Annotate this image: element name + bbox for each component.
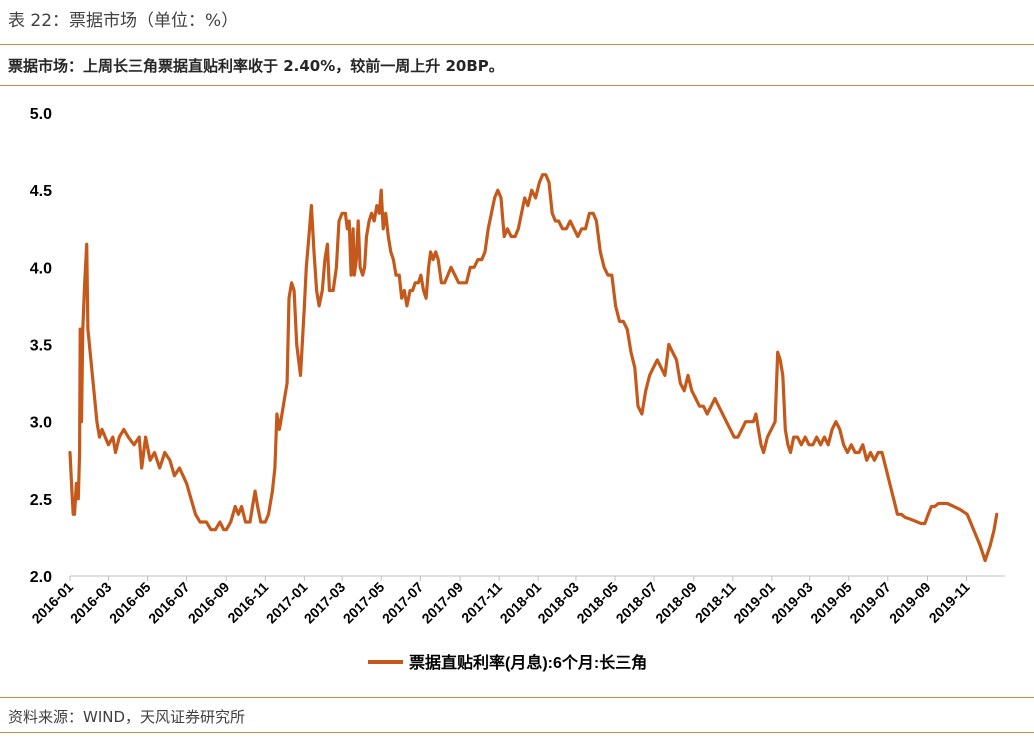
y-axis: 2.0 2.5 3.0 3.5 4.0 4.5 5.0 bbox=[30, 106, 52, 586]
series-layer bbox=[68, 173, 999, 563]
x-tick-label: 2016-11 bbox=[224, 579, 271, 626]
legend-label: 票据直贴利率(月息):6个月:长三角 bbox=[409, 653, 647, 672]
x-tick-label: 2017-05 bbox=[340, 579, 388, 627]
x-tick-label: 2016-05 bbox=[106, 579, 154, 627]
y-tick-label: 2.5 bbox=[30, 492, 52, 509]
x-tick-label: 2017-07 bbox=[379, 579, 427, 627]
subtitle-divider bbox=[0, 85, 1034, 86]
chart-subtitle: 票据市场：上周长三角票据直贴利率收于 2.40%，较前一周上升 20BP。 bbox=[8, 57, 504, 75]
x-tick-label: 2018-05 bbox=[573, 579, 621, 627]
y-tick-label: 2.0 bbox=[30, 569, 52, 586]
line-chart: 2.0 2.5 3.0 3.5 4.0 4.5 5.0 2016-012016-032016… bbox=[28, 106, 1005, 672]
x-tick-label: 2017-09 bbox=[418, 579, 466, 627]
x-tick-label: 2018-07 bbox=[613, 579, 661, 627]
x-tick-label: 2016-09 bbox=[185, 579, 233, 627]
x-tick-label: 2018-11 bbox=[692, 579, 739, 626]
x-tick-label: 2019-11 bbox=[926, 579, 973, 626]
y-tick-label: 5.0 bbox=[30, 106, 52, 123]
y-tick-label: 4.0 bbox=[30, 260, 52, 277]
source-divider-top bbox=[0, 697, 1034, 698]
x-tick-label: 2016-03 bbox=[67, 579, 115, 627]
x-tick-label: 2019-07 bbox=[846, 579, 894, 627]
x-tick-label: 2019-05 bbox=[807, 579, 855, 627]
x-tick-label: 2016-07 bbox=[145, 579, 193, 627]
x-tick-label: 2019-09 bbox=[886, 579, 934, 627]
chart-legend: 票据直贴利率(月息):6个月:长三角 bbox=[368, 653, 647, 672]
y-tick-label: 3.5 bbox=[30, 338, 52, 355]
series-line bbox=[68, 173, 999, 563]
x-tick-label: 2018-03 bbox=[534, 579, 582, 627]
source-note: 资料来源：WIND，天风证券研究所 bbox=[8, 708, 246, 726]
x-tick-label: 2017-03 bbox=[301, 579, 349, 627]
x-tick-label: 2017-11 bbox=[458, 579, 505, 626]
table-caption: 表 22：票据市场（单位：%） bbox=[8, 11, 239, 31]
source-divider-bottom bbox=[0, 732, 1034, 733]
y-tick-label: 3.0 bbox=[30, 415, 52, 432]
x-axis: 2016-012016-032016-052016-072016-092016-… bbox=[28, 575, 1005, 627]
x-tick-label: 2019-03 bbox=[768, 579, 816, 627]
caption-divider bbox=[0, 44, 1034, 45]
x-tick-label: 2018-09 bbox=[652, 579, 700, 627]
y-tick-label: 4.5 bbox=[30, 183, 52, 200]
